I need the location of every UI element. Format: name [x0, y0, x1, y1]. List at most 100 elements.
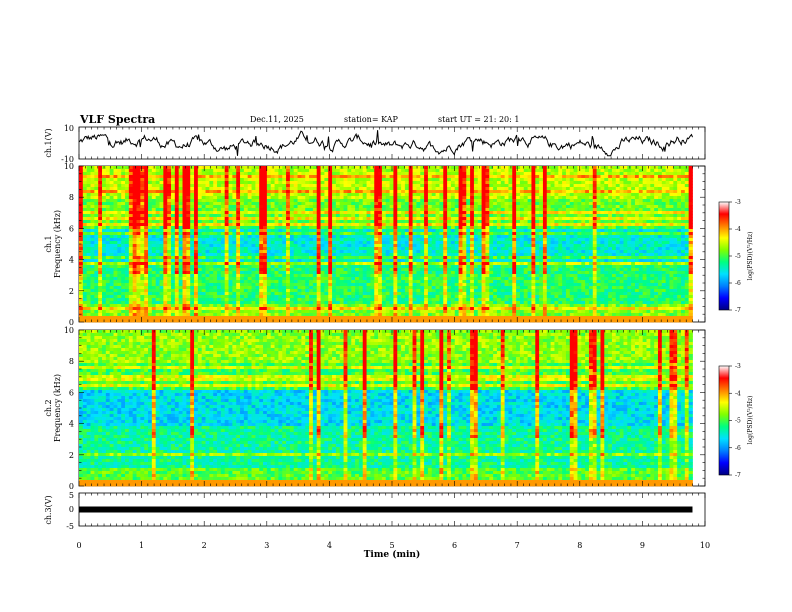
spectrogram-cell: [255, 238, 260, 242]
spectrogram-cell: [255, 205, 260, 209]
spectrogram-cell: [439, 214, 444, 218]
spectrogram-cell: [79, 187, 84, 191]
spectrogram-cell: [481, 190, 486, 194]
spectrogram-cell: [604, 232, 609, 236]
spectrogram-cell: [600, 202, 605, 206]
spectrogram-cell: [171, 223, 176, 227]
spectrogram-cell: [270, 199, 275, 203]
spectrogram-cell: [535, 226, 540, 230]
spectrogram-cell: [550, 199, 555, 203]
spectrogram-cell: [163, 169, 168, 173]
spectrogram-cell: [347, 190, 352, 194]
spectrogram-cell: [136, 187, 141, 191]
spectrogram-cell: [217, 166, 222, 170]
spectrogram-cell: [431, 196, 436, 200]
spectrogram-cell: [155, 241, 160, 245]
spectrogram-cell: [381, 193, 387, 197]
spectrogram-cell: [677, 169, 682, 173]
spectrogram-cell: [389, 169, 394, 173]
spectrogram-cell: [420, 202, 425, 206]
spectrogram-cell: [615, 250, 621, 254]
spectrogram-cell: [109, 244, 114, 248]
spectrogram-cell: [527, 226, 532, 230]
spectrogram-cell: [435, 217, 440, 221]
spectrogram-cell: [297, 190, 302, 194]
spectrogram-cell: [148, 178, 153, 182]
spectrogram-cell: [171, 169, 176, 173]
spectrogram-cell: [297, 223, 302, 227]
spectrogram-cell: [94, 235, 99, 239]
spectrogram-cell: [324, 172, 329, 176]
spectrogram-cell: [301, 169, 306, 173]
spectrogram-cell: [420, 247, 425, 251]
spectrogram-cell: [627, 181, 632, 185]
spectrogram-cell: [155, 235, 160, 239]
spectrogram-cell: [125, 193, 130, 197]
spectrogram-cell: [270, 211, 275, 215]
spectrogram-cell: [634, 217, 640, 221]
spectrogram-cell: [174, 223, 180, 227]
spectrogram-cell: [638, 172, 644, 176]
spectrogram-cell: [473, 199, 479, 203]
spectrogram-cell: [581, 190, 586, 194]
spectrogram-cell: [569, 202, 575, 206]
spectrogram-cell: [266, 229, 272, 233]
spectrogram-cell: [362, 241, 367, 245]
spectrogram-cell: [435, 244, 440, 248]
spectrogram-cell: [585, 220, 590, 224]
spectrogram-cell: [523, 169, 528, 173]
spectrogram-cell: [305, 247, 310, 251]
spectrogram-cell: [125, 232, 130, 236]
spectrogram-cell: [523, 175, 528, 179]
spectrogram-cell: [347, 178, 352, 182]
spectrogram-cell: [167, 175, 172, 179]
spectrogram-cell: [82, 238, 88, 242]
spectrogram-cell: [489, 235, 494, 239]
spectrogram-cell: [297, 193, 302, 197]
spectrogram-cell: [90, 205, 95, 209]
spectrogram-cell: [523, 202, 528, 206]
spectrogram-cell: [535, 235, 540, 239]
spectrogram-cell: [412, 244, 417, 248]
spectrogram-cell: [393, 196, 398, 200]
spectrogram-cell: [608, 181, 613, 185]
spectrogram-cell: [339, 217, 344, 221]
spectrogram-cell: [270, 253, 275, 257]
spectrogram-cell: [389, 172, 394, 176]
spectrogram-cell: [397, 187, 402, 191]
spectrogram-cell: [485, 235, 490, 239]
spectrogram-cell: [197, 226, 203, 230]
spectrogram-cell: [473, 229, 479, 233]
spectrogram-cell: [638, 166, 644, 170]
spectrogram-cell: [121, 244, 126, 248]
spectrogram-cell: [412, 181, 417, 185]
spectrogram-cell: [504, 193, 509, 197]
spectrogram-cell: [677, 232, 682, 236]
spectrogram-cell: [431, 184, 436, 188]
spectrogram-cell: [362, 208, 367, 212]
spectrogram-cell: [466, 217, 471, 221]
spectrogram-cell: [642, 223, 647, 227]
spectrogram-cell: [539, 199, 544, 203]
spectrogram-cell: [669, 193, 674, 197]
spectrogram-cell: [650, 244, 655, 248]
spectrogram-cell: [554, 169, 559, 173]
spectrogram-cell: [194, 253, 199, 257]
spectrogram-cell: [266, 211, 272, 215]
spectrogram-cell: [266, 175, 272, 179]
spectrogram-cell: [251, 169, 256, 173]
spectrogram-cell: [370, 181, 375, 185]
spectrogram-cell: [420, 211, 425, 215]
spectrogram-cell: [631, 211, 636, 215]
spectrogram-cell: [186, 247, 191, 251]
spectrogram-cell: [673, 238, 678, 242]
spectrogram-cell: [397, 253, 402, 257]
spectrogram-cell: [332, 202, 337, 206]
spectrogram-cell: [370, 220, 375, 224]
spectrogram-cell: [496, 181, 502, 185]
spectrogram-cell: [102, 196, 107, 200]
spectrogram-cell: [546, 208, 552, 212]
spectrogram-cell: [102, 172, 107, 176]
spectrogram-cell: [282, 247, 287, 251]
